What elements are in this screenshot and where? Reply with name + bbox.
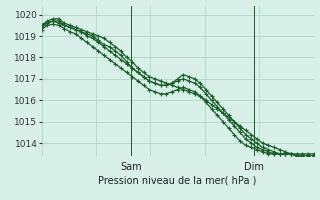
Text: Dim: Dim (244, 162, 264, 172)
Text: Sam: Sam (121, 162, 142, 172)
X-axis label: Pression niveau de la mer( hPa ): Pression niveau de la mer( hPa ) (99, 175, 257, 185)
